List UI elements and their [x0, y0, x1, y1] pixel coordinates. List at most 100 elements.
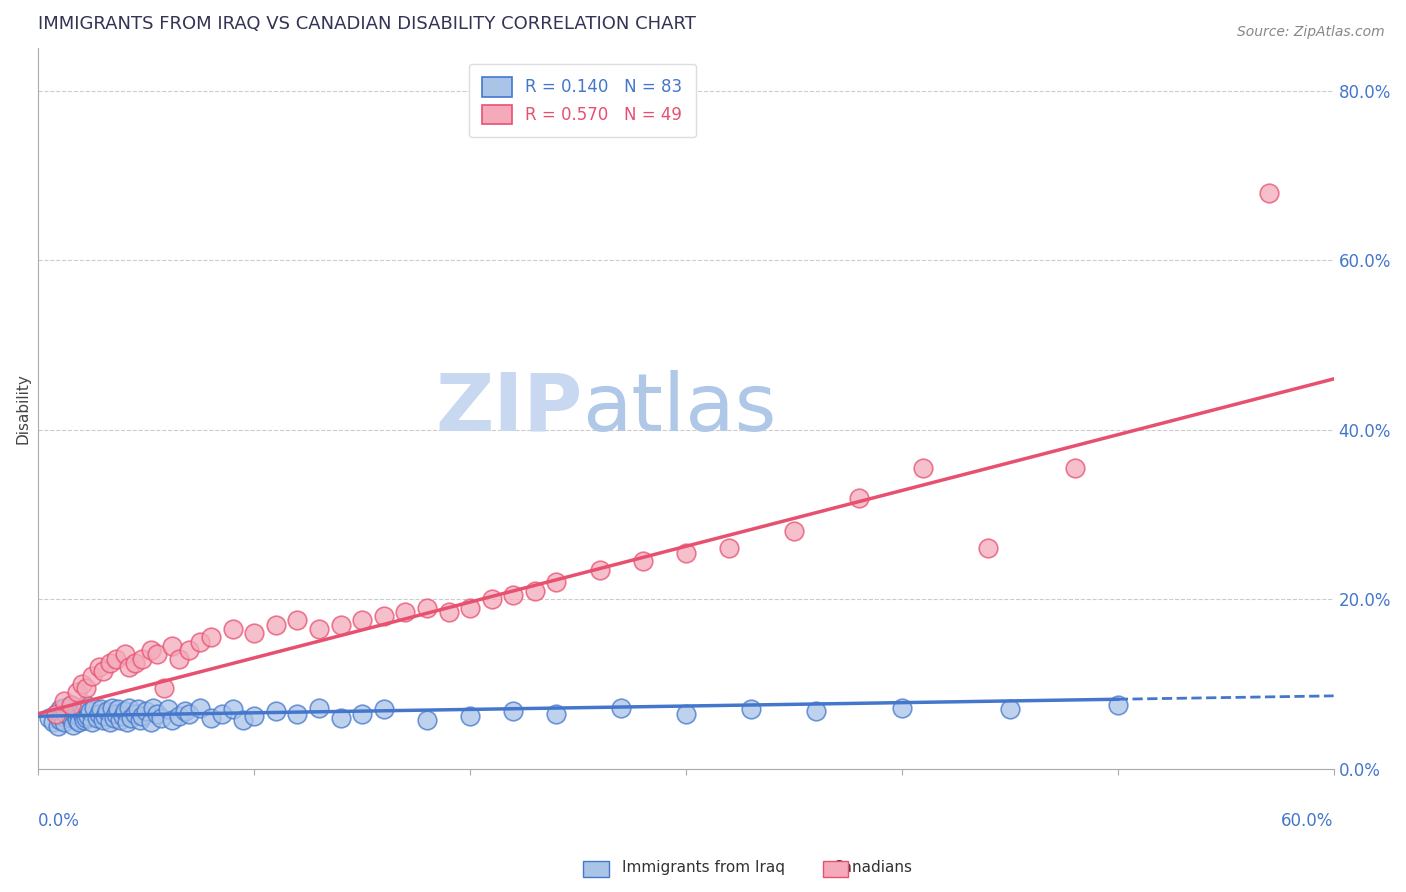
Point	[546, 575, 568, 590]
Point	[118, 700, 141, 714]
Point	[146, 706, 169, 721]
Text: atlas: atlas	[582, 369, 776, 448]
Point	[1063, 461, 1085, 475]
Point	[96, 704, 118, 718]
Point	[59, 698, 82, 713]
Point	[232, 713, 254, 727]
Point	[63, 706, 86, 721]
Point	[128, 713, 150, 727]
Point	[83, 700, 105, 714]
Point	[70, 700, 93, 714]
Text: 0.0%: 0.0%	[38, 812, 80, 830]
Point	[94, 709, 117, 723]
Point	[66, 713, 89, 727]
Point	[142, 700, 165, 714]
Point	[308, 622, 330, 636]
Point	[105, 706, 128, 721]
Point	[546, 706, 568, 721]
Point	[783, 524, 806, 539]
Point	[75, 698, 97, 713]
Point	[890, 700, 912, 714]
Point	[502, 588, 524, 602]
Point	[352, 706, 374, 721]
Point	[912, 461, 935, 475]
Point	[45, 706, 67, 721]
Point	[87, 660, 110, 674]
Point	[51, 709, 73, 723]
Point	[46, 719, 69, 733]
Point	[98, 715, 121, 730]
Point	[124, 706, 146, 721]
Point	[718, 541, 741, 556]
Point	[114, 648, 136, 662]
Point	[156, 702, 179, 716]
Point	[98, 656, 121, 670]
Point	[481, 592, 503, 607]
Point	[352, 614, 374, 628]
Point	[62, 717, 84, 731]
Point	[523, 583, 546, 598]
Point	[977, 541, 1000, 556]
Point	[70, 706, 93, 721]
Point	[146, 648, 169, 662]
Point	[200, 631, 222, 645]
Point	[394, 605, 416, 619]
Point	[131, 651, 153, 665]
Point	[66, 685, 89, 699]
Point	[70, 677, 93, 691]
Point	[848, 491, 870, 505]
Point	[75, 711, 97, 725]
Point	[58, 704, 80, 718]
Point	[111, 709, 134, 723]
Point	[804, 704, 827, 718]
Point	[675, 546, 697, 560]
Text: Canadians: Canadians	[832, 860, 911, 874]
Point	[437, 605, 460, 619]
Point	[73, 704, 96, 718]
Point	[135, 704, 157, 718]
Point	[67, 709, 90, 723]
Legend: R = 0.140   N = 83, R = 0.570   N = 49: R = 0.140 N = 83, R = 0.570 N = 49	[468, 64, 696, 137]
Point	[107, 702, 129, 716]
Point	[77, 709, 100, 723]
Point	[588, 563, 610, 577]
Point	[115, 715, 138, 730]
Point	[55, 706, 77, 721]
Point	[458, 600, 481, 615]
Point	[264, 617, 287, 632]
Point	[91, 713, 114, 727]
Point	[740, 702, 762, 716]
Point	[287, 614, 309, 628]
Point	[120, 711, 142, 725]
Point	[221, 702, 243, 716]
Point	[114, 704, 136, 718]
Point	[160, 639, 183, 653]
Point	[87, 706, 110, 721]
Point	[458, 709, 481, 723]
Point	[49, 702, 72, 716]
Point	[90, 702, 112, 716]
Point	[53, 694, 76, 708]
Point	[373, 702, 395, 716]
Point	[188, 634, 211, 648]
Point	[243, 709, 266, 723]
Text: Source: ZipAtlas.com: Source: ZipAtlas.com	[1237, 25, 1385, 39]
Point	[53, 700, 76, 714]
Point	[49, 713, 72, 727]
Point	[308, 700, 330, 714]
Point	[287, 706, 309, 721]
Point	[82, 715, 104, 730]
Point	[79, 704, 101, 718]
Point	[179, 643, 201, 657]
Point	[139, 715, 162, 730]
Point	[610, 700, 633, 714]
Point	[45, 706, 67, 721]
Point	[200, 711, 222, 725]
Point	[124, 656, 146, 670]
Point	[118, 660, 141, 674]
Text: 60.0%: 60.0%	[1281, 812, 1334, 830]
Point	[221, 622, 243, 636]
Point	[1257, 186, 1279, 200]
Text: IMMIGRANTS FROM IRAQ VS CANADIAN DISABILITY CORRELATION CHART: IMMIGRANTS FROM IRAQ VS CANADIAN DISABIL…	[38, 15, 696, 33]
Text: Immigrants from Iraq: Immigrants from Iraq	[621, 860, 785, 874]
